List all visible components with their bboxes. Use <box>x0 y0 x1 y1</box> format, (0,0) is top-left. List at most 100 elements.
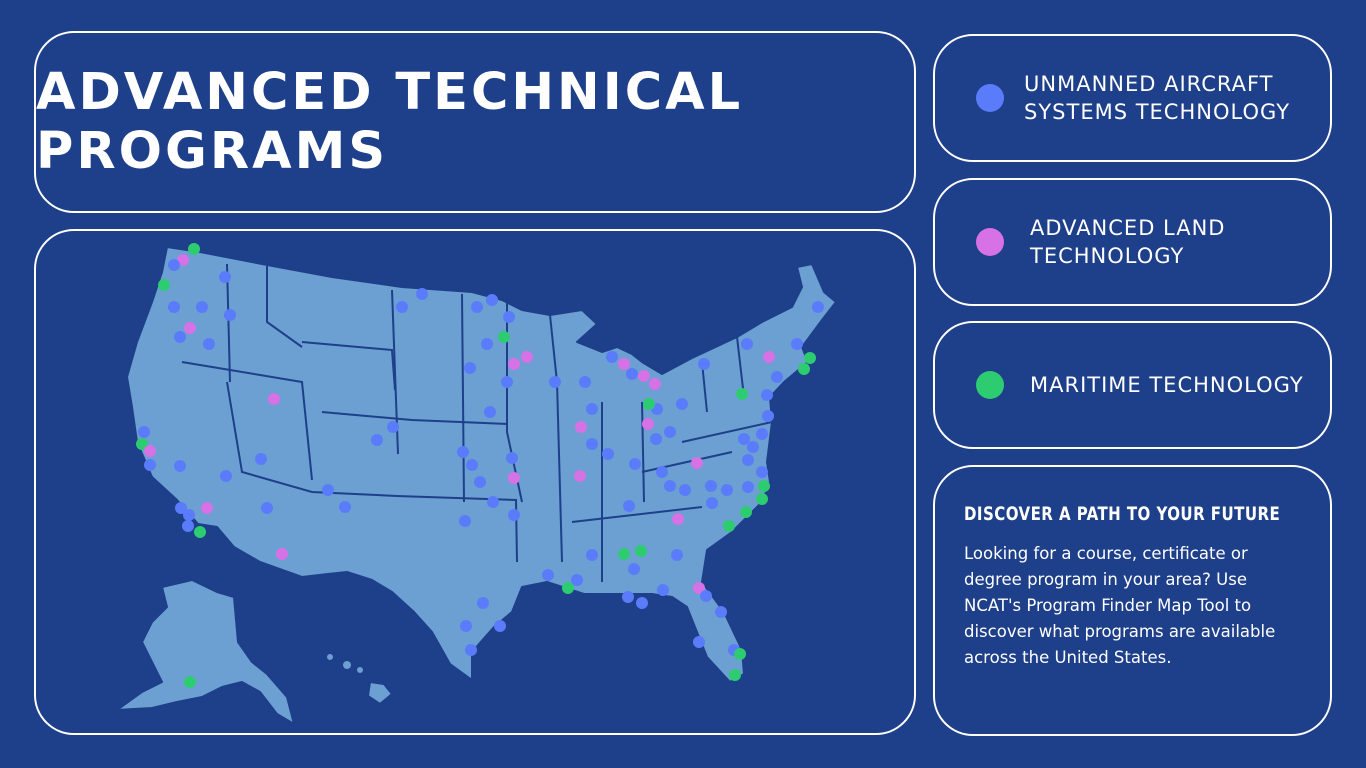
legend-maritime[interactable]: MARITIME TECHNOLOGY <box>933 321 1332 449</box>
uas-location-marker[interactable] <box>706 497 718 509</box>
uas-location-marker[interactable] <box>487 496 499 508</box>
land-location-marker[interactable] <box>276 548 288 560</box>
uas-location-marker[interactable] <box>501 376 513 388</box>
maritime-location-marker[interactable] <box>184 676 196 688</box>
uas-location-marker[interactable] <box>477 597 489 609</box>
maritime-location-marker[interactable] <box>736 388 748 400</box>
uas-location-marker[interactable] <box>494 620 506 632</box>
uas-location-marker[interactable] <box>481 338 493 350</box>
land-location-marker[interactable] <box>575 421 587 433</box>
maritime-location-marker[interactable] <box>643 398 655 410</box>
land-location-marker[interactable] <box>521 351 533 363</box>
uas-location-marker[interactable] <box>761 389 773 401</box>
uas-location-marker[interactable] <box>465 644 477 656</box>
land-location-marker[interactable] <box>201 502 213 514</box>
maritime-location-marker[interactable] <box>635 545 647 557</box>
uas-location-marker[interactable] <box>791 338 803 350</box>
uas-location-marker[interactable] <box>679 484 691 496</box>
uas-location-marker[interactable] <box>203 338 215 350</box>
uas-location-marker[interactable] <box>664 480 676 492</box>
land-location-marker[interactable] <box>763 351 775 363</box>
uas-location-marker[interactable] <box>175 502 187 514</box>
legend-uas[interactable]: UNMANNED AIRCRAFT SYSTEMS TECHNOLOGY <box>933 34 1332 162</box>
uas-location-marker[interactable] <box>486 294 498 306</box>
uas-location-marker[interactable] <box>219 271 231 283</box>
uas-location-marker[interactable] <box>322 484 334 496</box>
uas-location-marker[interactable] <box>771 371 783 383</box>
uas-location-marker[interactable] <box>460 620 472 632</box>
uas-location-marker[interactable] <box>715 606 727 618</box>
uas-location-marker[interactable] <box>168 301 180 313</box>
uas-location-marker[interactable] <box>629 458 641 470</box>
maritime-location-marker[interactable] <box>158 279 170 291</box>
uas-location-marker[interactable] <box>622 591 634 603</box>
land-location-marker[interactable] <box>691 457 703 469</box>
land-location-marker[interactable] <box>268 393 280 405</box>
maritime-location-marker[interactable] <box>498 331 510 343</box>
uas-location-marker[interactable] <box>183 509 195 521</box>
uas-location-marker[interactable] <box>224 309 236 321</box>
uas-location-marker[interactable] <box>484 406 496 418</box>
uas-location-marker[interactable] <box>174 460 186 472</box>
uas-location-marker[interactable] <box>508 509 520 521</box>
uas-location-marker[interactable] <box>586 549 598 561</box>
uas-location-marker[interactable] <box>656 466 668 478</box>
uas-location-marker[interactable] <box>579 376 591 388</box>
uas-location-marker[interactable] <box>626 368 638 380</box>
maritime-location-marker[interactable] <box>194 526 206 538</box>
land-location-marker[interactable] <box>177 254 189 266</box>
maritime-location-marker[interactable] <box>618 548 630 560</box>
land-location-marker[interactable] <box>649 378 661 390</box>
uas-location-marker[interactable] <box>255 453 267 465</box>
uas-location-marker[interactable] <box>650 433 662 445</box>
uas-location-marker[interactable] <box>693 636 705 648</box>
land-location-marker[interactable] <box>184 322 196 334</box>
uas-location-marker[interactable] <box>602 448 614 460</box>
uas-location-marker[interactable] <box>700 590 712 602</box>
uas-location-marker[interactable] <box>138 426 150 438</box>
uas-location-marker[interactable] <box>371 434 383 446</box>
uas-location-marker[interactable] <box>174 331 186 343</box>
land-location-marker[interactable] <box>574 470 586 482</box>
maritime-location-marker[interactable] <box>562 582 574 594</box>
maritime-location-marker[interactable] <box>756 493 768 505</box>
land-location-marker[interactable] <box>693 582 705 594</box>
uas-location-marker[interactable] <box>474 476 486 488</box>
uas-location-marker[interactable] <box>742 454 754 466</box>
uas-location-marker[interactable] <box>396 301 408 313</box>
uas-location-marker[interactable] <box>571 574 583 586</box>
maritime-location-marker[interactable] <box>798 363 810 375</box>
legend-land[interactable]: ADVANCED LAND TECHNOLOGY <box>933 178 1332 306</box>
maritime-location-marker[interactable] <box>136 438 148 450</box>
uas-location-marker[interactable] <box>812 301 824 313</box>
land-location-marker[interactable] <box>638 370 650 382</box>
uas-location-marker[interactable] <box>664 426 676 438</box>
maritime-location-marker[interactable] <box>723 520 735 532</box>
uas-location-marker[interactable] <box>628 563 640 575</box>
land-location-marker[interactable] <box>508 358 520 370</box>
uas-location-marker[interactable] <box>586 438 598 450</box>
uas-location-marker[interactable] <box>466 459 478 471</box>
us-map[interactable] <box>36 231 916 735</box>
uas-location-marker[interactable] <box>742 481 754 493</box>
uas-location-marker[interactable] <box>220 470 232 482</box>
uas-location-marker[interactable] <box>721 484 733 496</box>
uas-location-marker[interactable] <box>387 421 399 433</box>
uas-location-marker[interactable] <box>416 288 428 300</box>
maritime-location-marker[interactable] <box>758 480 770 492</box>
uas-location-marker[interactable] <box>606 351 618 363</box>
uas-location-marker[interactable] <box>747 441 759 453</box>
uas-location-marker[interactable] <box>542 569 554 581</box>
maritime-location-marker[interactable] <box>729 669 741 681</box>
uas-location-marker[interactable] <box>464 362 476 374</box>
uas-location-marker[interactable] <box>261 502 273 514</box>
uas-location-marker[interactable] <box>586 403 598 415</box>
maritime-location-marker[interactable] <box>188 243 200 255</box>
uas-location-marker[interactable] <box>756 428 768 440</box>
uas-location-marker[interactable] <box>636 597 648 609</box>
uas-location-marker[interactable] <box>182 520 194 532</box>
uas-location-marker[interactable] <box>698 358 710 370</box>
land-location-marker[interactable] <box>144 445 156 457</box>
uas-location-marker[interactable] <box>738 433 750 445</box>
uas-location-marker[interactable] <box>457 446 469 458</box>
